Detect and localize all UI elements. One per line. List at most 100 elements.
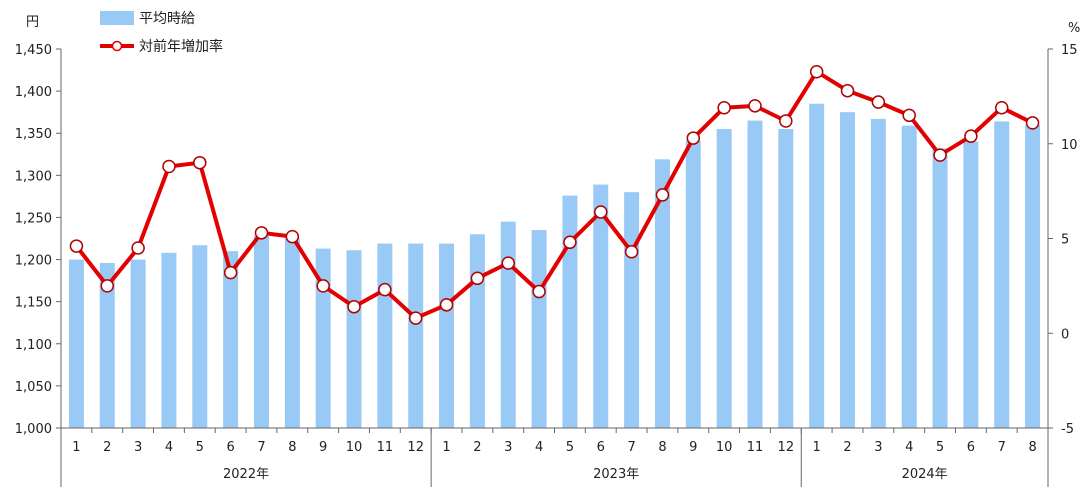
- line-point: [100, 279, 115, 293]
- x-tick-label: 8: [288, 440, 296, 455]
- x-tick-label: 3: [134, 440, 142, 455]
- line-point: [285, 229, 300, 244]
- line-path: [74, 69, 1034, 321]
- line-point: [69, 239, 84, 253]
- right-axis: -5 0 5 10 15: [1048, 43, 1078, 437]
- x-tick-label: 6: [227, 440, 235, 455]
- left-tick-label: 1,450: [15, 43, 52, 58]
- right-tick-label: 5: [1061, 233, 1069, 248]
- x-tick-label: 3: [874, 440, 882, 455]
- line-point: [378, 282, 392, 297]
- bar: [315, 248, 331, 428]
- line-point: [131, 241, 145, 255]
- x-tick-label: 6: [967, 440, 975, 455]
- x-tick-label: 11: [377, 440, 394, 455]
- bar: [161, 252, 177, 428]
- right-tick-label: -5: [1061, 422, 1074, 437]
- line-point: [594, 205, 608, 219]
- line-point: [347, 299, 361, 314]
- line-point: [994, 100, 1009, 115]
- bar: [901, 125, 917, 429]
- line-point: [501, 256, 515, 270]
- bar: [531, 230, 547, 428]
- bar: [870, 118, 886, 428]
- bar: [99, 262, 115, 428]
- legend: 平均時給 対前年増加率: [100, 11, 223, 55]
- year-label: 2022年: [223, 467, 269, 482]
- bar: [562, 195, 578, 428]
- bar: [685, 140, 701, 428]
- line-point: [655, 188, 670, 202]
- x-tick-label: 3: [504, 440, 512, 455]
- x-tick-label: 1: [813, 440, 821, 455]
- bar: [840, 112, 856, 429]
- right-tick-label: 10: [1061, 138, 1078, 153]
- x-axis-labels: 1 2 3 4 5 6 7 8 9 10 11 12 1 2 3 4 5 6 7 8 9 10 11 12 1 2 3 4 5 6 7 820…: [60, 428, 1049, 487]
- line-point: [933, 148, 947, 162]
- bar: [377, 243, 393, 428]
- bar: [223, 251, 239, 428]
- axes: [60, 49, 1049, 429]
- x-tick-label: 2: [843, 440, 851, 455]
- left-tick-label: 1,400: [15, 85, 52, 100]
- line-point: [964, 129, 978, 143]
- bar: [253, 235, 269, 428]
- bar: [932, 148, 948, 429]
- right-tick-label: 0: [1061, 327, 1069, 342]
- line-point: [223, 265, 238, 280]
- x-tick-label: 5: [936, 440, 944, 455]
- x-tick-label: 10: [346, 440, 363, 455]
- bar: [346, 250, 362, 428]
- line-point: [686, 131, 701, 145]
- x-tick-label: 5: [566, 440, 574, 455]
- bar: [654, 159, 670, 428]
- bar: [408, 243, 424, 428]
- bar: [284, 238, 300, 428]
- left-tick-label: 1,100: [15, 338, 52, 353]
- line-point: [193, 155, 207, 170]
- x-tick-label: 4: [905, 440, 913, 455]
- legend-line-label: 対前年増加率: [139, 38, 223, 55]
- bar: [500, 221, 516, 428]
- line-point: [162, 159, 176, 174]
- x-tick-label: 1: [442, 440, 450, 455]
- bar: [994, 121, 1010, 428]
- bar: [1025, 124, 1041, 429]
- line-point: [563, 235, 577, 250]
- line-point: [748, 99, 762, 113]
- x-tick-label: 7: [627, 440, 635, 455]
- left-tick-label: 1,000: [15, 422, 52, 437]
- bar: [809, 103, 825, 428]
- legend-bar-swatch: [100, 11, 134, 25]
- line-point: [470, 271, 485, 286]
- x-tick-label: 5: [196, 440, 204, 455]
- year-label: 2023年: [593, 467, 639, 482]
- line-point: [408, 311, 423, 325]
- line-point: [840, 83, 855, 98]
- left-tick-label: 1,300: [15, 169, 52, 184]
- x-tick-label: 7: [998, 440, 1006, 455]
- line-point: [624, 245, 639, 259]
- line-point: [779, 114, 793, 128]
- x-tick-label: 12: [778, 440, 795, 455]
- line-point: [316, 279, 330, 293]
- x-tick-label: 2: [473, 440, 481, 455]
- bar: [624, 192, 640, 428]
- bar: [963, 141, 979, 428]
- left-unit-label: 円: [26, 15, 39, 30]
- bar: [192, 245, 208, 428]
- x-tick-label: 8: [658, 440, 666, 455]
- bar: [716, 129, 732, 428]
- line-point: [254, 226, 269, 240]
- bar: [469, 234, 485, 428]
- line-point: [809, 64, 824, 79]
- x-tick-label: 1: [72, 440, 80, 455]
- right-tick-label: 15: [1061, 43, 1078, 58]
- x-tick-label: 8: [1028, 440, 1036, 455]
- year-label: 2024年: [902, 467, 948, 482]
- left-axis: 1,000 1,050 1,100 1,150 1,200 1,250 1,300 1,350…: [15, 43, 61, 437]
- x-tick-label: 4: [165, 440, 173, 455]
- legend-bar-label: 平均時給: [139, 11, 195, 27]
- line-point: [439, 298, 454, 312]
